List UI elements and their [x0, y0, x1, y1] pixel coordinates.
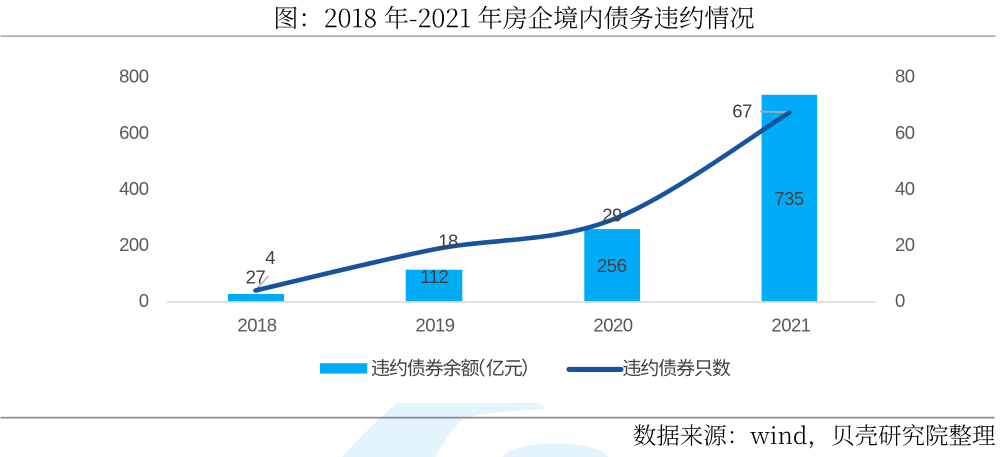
- svg-text:2018: 2018: [237, 315, 276, 336]
- svg-text:200: 200: [119, 234, 149, 255]
- svg-text:27: 27: [246, 266, 266, 287]
- svg-text:600: 600: [119, 122, 149, 143]
- svg-text:735: 735: [774, 188, 804, 209]
- svg-text:2019: 2019: [415, 315, 454, 336]
- svg-text:40: 40: [895, 178, 915, 199]
- svg-text:20: 20: [895, 234, 915, 255]
- svg-text:112: 112: [420, 266, 448, 287]
- svg-text:4: 4: [265, 247, 275, 268]
- svg-text:0: 0: [895, 290, 905, 311]
- svg-text:256: 256: [597, 255, 627, 276]
- svg-text:800: 800: [119, 66, 149, 87]
- svg-text:2021: 2021: [771, 315, 810, 336]
- svg-text:80: 80: [895, 66, 915, 87]
- svg-text:29: 29: [602, 204, 622, 225]
- svg-text:67: 67: [732, 101, 752, 122]
- svg-text:0: 0: [139, 290, 149, 311]
- svg-text:18: 18: [438, 230, 458, 251]
- svg-text:60: 60: [895, 122, 915, 143]
- svg-text:400: 400: [119, 178, 149, 199]
- svg-text:2020: 2020: [593, 315, 632, 336]
